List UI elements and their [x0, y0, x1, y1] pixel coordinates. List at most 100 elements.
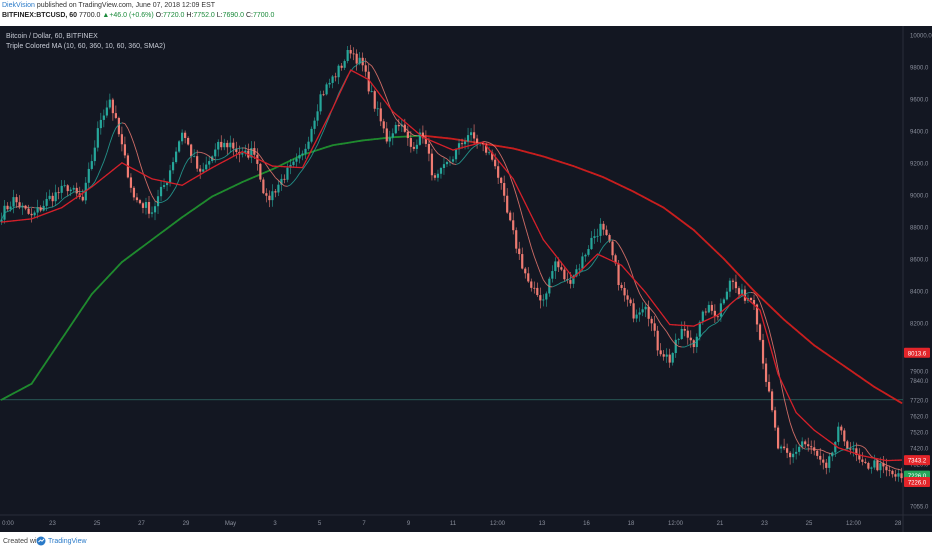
tradingview-brand[interactable]: TradingView — [48, 538, 87, 545]
sma10-segment — [58, 200, 63, 204]
sma10-segment — [205, 153, 210, 157]
sma60-segment — [533, 220, 538, 229]
open-value: 7720.0 — [163, 12, 185, 19]
candle-body — [409, 138, 412, 147]
candle-body — [879, 463, 882, 471]
candle-body — [220, 141, 223, 148]
candle-body — [171, 162, 175, 171]
sma60-segment — [521, 196, 526, 204]
time-axis[interactable]: 0:00 23 25 27 29 May 3 5 7 9 11 12:00 13 16 18 12:00 21 2… — [2, 521, 902, 527]
low-value: 7690.0 — [222, 12, 245, 19]
sma60-segment — [590, 256, 596, 261]
candle-body — [205, 164, 208, 170]
sma60-segment — [551, 250, 556, 256]
candle-body — [427, 143, 431, 154]
candle-body — [786, 448, 789, 453]
sma10-segment — [365, 60, 370, 64]
sma10-segment — [115, 124, 120, 129]
sma10-segment — [4, 211, 8, 214]
candle-body — [60, 185, 63, 193]
candle-body — [686, 330, 689, 338]
candle-body — [208, 161, 211, 165]
sma60-segment — [804, 420, 809, 425]
candle-body — [497, 166, 500, 178]
candle-body — [69, 189, 72, 192]
sma10-segment — [835, 451, 839, 455]
sma60-segment — [515, 184, 520, 192]
chart-area[interactable]: 10000.0 9800.0 9600.0 9400.0 9200.0 9000.0 880… — [0, 26, 932, 532]
sma60-price-tag-bg — [904, 455, 930, 466]
sma10-segment — [91, 181, 96, 187]
chart-svg[interactable]: 10000.0 9800.0 9600.0 9400.0 9200.0 9000.0 880… — [0, 26, 932, 532]
sma10-segment — [160, 200, 165, 204]
sma10-segment — [184, 159, 189, 165]
sma10-segment — [898, 468, 902, 471]
candle-body — [36, 207, 39, 213]
tradingview-logo-icon — [36, 536, 46, 546]
author-link[interactable]: DiekVision — [2, 2, 35, 9]
sma60-segment — [380, 94, 385, 101]
sma10-segment — [13, 206, 17, 209]
candles-layer — [0, 44, 903, 483]
sma10-segment — [70, 191, 74, 195]
sma10-segment — [266, 164, 270, 170]
sma10-segment — [850, 445, 854, 449]
candle-body — [307, 141, 310, 149]
candle-body — [888, 470, 891, 472]
candle-body — [846, 441, 849, 449]
sma10-segment — [515, 194, 520, 205]
candle-body — [51, 195, 54, 202]
sma10-segment — [696, 337, 701, 342]
sma10-segment — [585, 268, 589, 271]
sma60-segment — [578, 268, 584, 273]
sma10-segment — [838, 450, 842, 453]
candle-body — [418, 132, 421, 145]
candle-body — [406, 131, 409, 139]
candle-body — [743, 289, 747, 301]
candle-body — [773, 410, 777, 428]
candle-body — [530, 281, 533, 288]
sma10-segment — [820, 449, 824, 452]
candle-body — [466, 135, 470, 142]
sma10-segment — [564, 279, 568, 282]
sma60-segment — [545, 242, 550, 249]
time-tick-label: 0:00 — [2, 521, 14, 527]
sma10-segment — [175, 179, 180, 187]
sma10-segment — [218, 158, 222, 160]
sma10-segment — [112, 127, 117, 135]
chart-background — [0, 26, 932, 532]
candle-body — [563, 269, 566, 280]
candle-body — [63, 185, 66, 187]
candle-body — [527, 273, 530, 282]
candle-body — [758, 324, 762, 340]
candle-body — [42, 205, 45, 211]
sma10-segment — [705, 326, 710, 331]
sma60-segment — [503, 167, 508, 173]
sma60-segment — [334, 94, 340, 103]
candle-body — [897, 473, 900, 477]
time-tick-label: 12:00 — [490, 521, 506, 527]
candle-body — [75, 187, 78, 194]
sma10-segment — [597, 250, 601, 258]
candle-body — [214, 149, 217, 157]
sma60-segment — [548, 246, 553, 252]
candle-body — [767, 381, 771, 392]
sma10-segment — [437, 153, 442, 157]
sma10-segment — [675, 344, 680, 347]
sma10-segment — [865, 448, 869, 453]
sma10-segment — [461, 156, 466, 161]
sma60-segment — [777, 373, 782, 382]
candle-body — [539, 295, 542, 301]
price-change: ▲+46.0 (+0.6%) — [102, 12, 154, 19]
sma10-segment — [552, 285, 556, 288]
sma10-segment — [738, 295, 743, 299]
sma10-segment — [118, 122, 123, 125]
sma10-segment — [798, 444, 803, 448]
sma10-segment — [272, 173, 276, 178]
high-value: 7752.0 — [193, 12, 215, 19]
sma10-segment — [67, 193, 71, 197]
time-tick-label: 23 — [49, 521, 56, 527]
sma10-segment — [588, 265, 592, 270]
sma10-segment — [278, 180, 282, 184]
candle-body — [590, 237, 593, 250]
